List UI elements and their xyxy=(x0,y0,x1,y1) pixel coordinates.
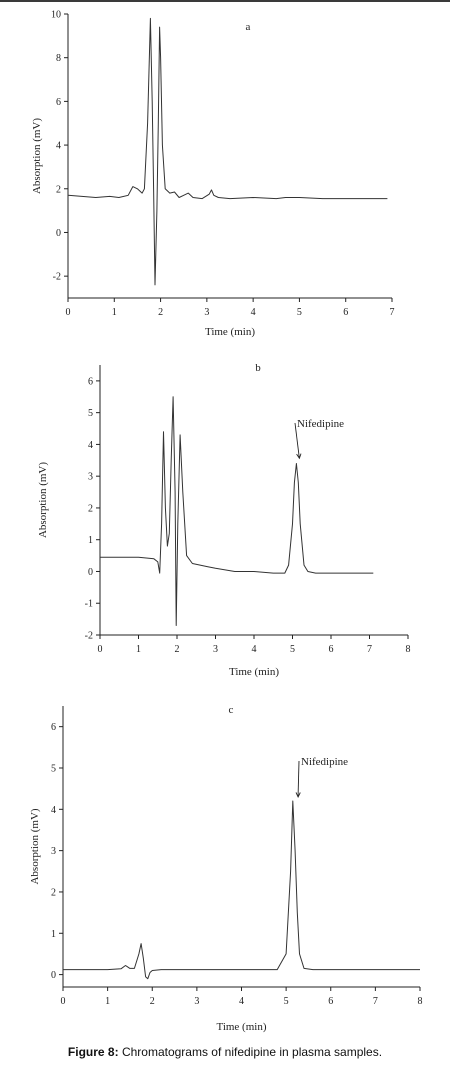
x-tick-label: 7 xyxy=(390,307,395,318)
x-tick-label: 4 xyxy=(251,307,256,318)
y-axis-label: Absorption (mV) xyxy=(29,808,41,884)
y-tick-label: 4 xyxy=(56,141,61,152)
x-tick-label: 1 xyxy=(105,996,110,1007)
caption-text: Chromatograms of nifedipine in plasma sa… xyxy=(121,1045,383,1059)
annotation-nifedipine: Nifedipine xyxy=(301,756,348,768)
panel-label: c xyxy=(229,704,234,716)
x-tick-label: 2 xyxy=(175,644,180,655)
annotation-arrow-head xyxy=(295,792,301,799)
x-tick-label: 3 xyxy=(204,307,209,318)
x-tick-label: 2 xyxy=(158,307,163,318)
x-tick-label: 7 xyxy=(367,644,372,655)
panel-label: b xyxy=(255,362,261,374)
y-tick-label: 4 xyxy=(51,805,56,816)
x-tick-label: 8 xyxy=(406,644,411,655)
annotation-arrow-line xyxy=(297,760,300,797)
annotation-arrow-head xyxy=(296,453,302,460)
y-tick-label: 0 xyxy=(51,970,56,981)
x-tick-label: 6 xyxy=(343,307,348,318)
y-tick-label: 8 xyxy=(56,53,61,64)
y-tick-label: 0 xyxy=(88,567,93,578)
x-tick-label: 5 xyxy=(284,996,289,1007)
x-tick-label: 5 xyxy=(290,644,295,655)
x-tick-label: 1 xyxy=(136,644,141,655)
y-tick-label: 6 xyxy=(51,722,56,733)
y-tick-label: 6 xyxy=(88,376,93,387)
x-tick-label: 6 xyxy=(329,644,334,655)
top-rule xyxy=(0,0,450,2)
y-tick-label: 3 xyxy=(51,846,56,857)
annotation-arrow-line xyxy=(294,422,300,459)
x-tick-label: 3 xyxy=(194,996,199,1007)
x-tick-label: 8 xyxy=(418,996,423,1007)
x-axis-label: Time (min) xyxy=(205,326,255,338)
x-tick-label: 4 xyxy=(252,644,257,655)
panel-label: a xyxy=(246,21,251,33)
x-tick-label: 7 xyxy=(373,996,378,1007)
x-tick-label: 1 xyxy=(112,307,117,318)
chromatogram-trace xyxy=(63,800,420,980)
y-tick-label: 6 xyxy=(56,97,61,108)
x-tick-label: 0 xyxy=(98,644,103,655)
caption-label: Figure 8: xyxy=(67,1045,119,1059)
y-tick-label: 0 xyxy=(56,228,61,239)
x-tick-label: 3 xyxy=(213,644,218,655)
y-tick-label: -2 xyxy=(53,272,61,283)
x-tick-label: 0 xyxy=(66,307,71,318)
y-tick-label: 1 xyxy=(88,535,93,546)
x-axis-label: Time (min) xyxy=(216,1021,266,1033)
y-tick-label: 2 xyxy=(56,184,61,195)
chromatogram-c: 0 1 2 3 4 5 6 7 8 0 1 2 3 4 5 6 Time (min) Absorption (mV… xyxy=(29,704,423,1033)
x-tick-label: 0 xyxy=(61,996,66,1007)
y-tick-label: 3 xyxy=(88,472,93,483)
y-tick-label: 5 xyxy=(51,763,56,774)
y-tick-label: 5 xyxy=(88,408,93,419)
y-tick-label: 1 xyxy=(51,929,56,940)
chromatogram-trace xyxy=(100,396,374,626)
chromatogram-b: 0 1 2 3 4 5 6 7 8 -2 -1 0 1 2 3 4 5 6 Time (min) Absorption… xyxy=(37,362,411,678)
y-tick-label: -1 xyxy=(85,599,93,610)
y-tick-label: 2 xyxy=(88,503,93,514)
x-tick-label: 4 xyxy=(239,996,244,1007)
annotation-nifedipine: Nifedipine xyxy=(297,418,344,430)
x-tick-label: 2 xyxy=(150,996,155,1007)
x-tick-label: 6 xyxy=(328,996,333,1007)
y-tick-label: 4 xyxy=(88,440,93,451)
figure-caption: Figure 8: Chromatograms of nifedipine in… xyxy=(0,1045,450,1059)
y-axis-label: Absorption (mV) xyxy=(31,118,43,194)
y-tick-label: 2 xyxy=(51,887,56,898)
chromatogram-a: 0 1 2 3 4 5 6 7 -2 0 2 4 6 8 10 Time (min) Absorption (m… xyxy=(31,10,395,339)
y-axis-label: Absorption (mV) xyxy=(37,462,49,538)
y-tick-label: 10 xyxy=(51,10,61,21)
x-axis-label: Time (min) xyxy=(229,666,279,678)
chromatogram-trace xyxy=(67,17,388,286)
y-tick-label: -2 xyxy=(85,631,93,642)
x-tick-label: 5 xyxy=(297,307,302,318)
